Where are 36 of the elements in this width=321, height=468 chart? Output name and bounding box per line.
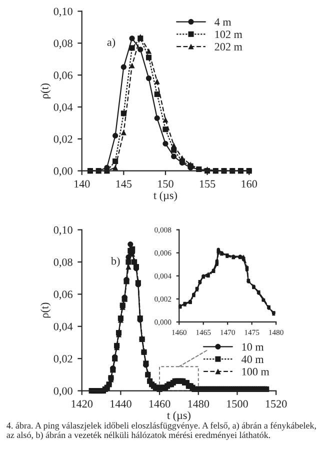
y-tick-label: 0,02 <box>54 355 72 364</box>
y-tick-label: 0,06 <box>54 290 72 300</box>
x-axis-title: t (µs) <box>167 411 190 422</box>
x-tick-label: 145 <box>116 180 132 188</box>
x-tick-label: 1500 <box>227 400 248 408</box>
x-axis-title: t (µs) <box>154 191 177 202</box>
legend-label: 202 m <box>214 43 242 51</box>
legend-label: 102 m <box>215 30 242 38</box>
text: 4. ábra. A ping válaszjelek időbeli eloszlásfüggvénye. A felső, a) ábrán a fénykábelek, az alsó, b) ábrán a vezeték nélküli hálózatok mérési eredményei láthatók. <box>6 422 316 440</box>
y-tick-label: 0,00 <box>54 167 72 176</box>
x-tick-label: 1440 <box>110 400 132 408</box>
y-tick-label: 0,10 <box>54 226 72 236</box>
y-tick-label: 0,08 <box>54 40 72 49</box>
y-axis-title: ρ(t) <box>40 84 51 98</box>
legend-label: 40 m <box>242 356 264 364</box>
y-tick-label: 0,02 <box>54 135 72 144</box>
x-tick-label: 1460 <box>149 400 170 408</box>
legend-label: 4 m <box>214 18 232 26</box>
y-tick-label: 0,04 <box>54 322 73 332</box>
y-tick-label: 0,06 <box>54 72 72 81</box>
x-tick-label: 1480 <box>188 400 210 408</box>
x-tick-label: 140 <box>74 180 90 188</box>
y-axis-title: ρ(t) <box>40 302 51 318</box>
y-tick-label: 0,04 <box>54 103 73 113</box>
x-tick-label: 1520 <box>266 400 287 408</box>
y-tick-label: 0,00 <box>54 387 72 396</box>
y-tick-label: 0,08 <box>54 258 72 268</box>
x-tick-label: 150 <box>158 180 174 188</box>
y-tick-label: 0,10 <box>54 8 72 17</box>
legend-label: 10 m <box>242 343 264 351</box>
x-tick-label: 155 <box>200 180 216 188</box>
legend-label: 100 m <box>242 368 270 376</box>
annotation: a) <box>107 38 116 48</box>
x-tick-label: 160 <box>242 180 258 188</box>
annotation: b) <box>110 256 120 268</box>
x-tick-label: 1420 <box>72 400 93 408</box>
